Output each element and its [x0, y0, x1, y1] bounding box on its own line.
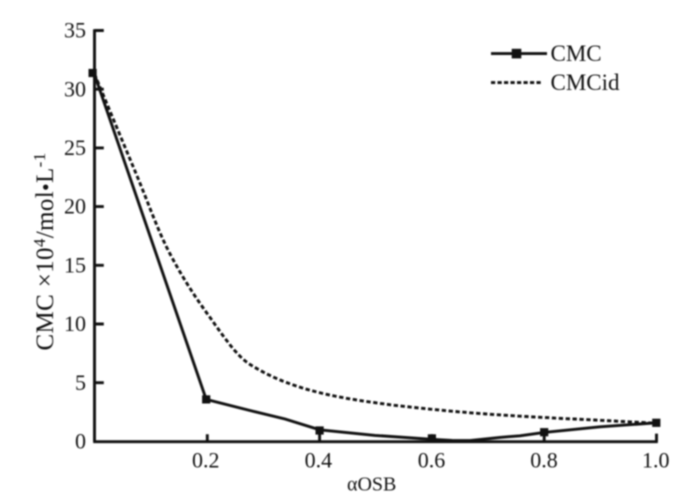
svg-text:0.8: 0.8	[530, 447, 558, 472]
svg-text:0.4: 0.4	[305, 447, 333, 472]
svg-text:CMC ×104/mol•L-1: CMC ×104/mol•L-1	[30, 152, 59, 350]
svg-text:1.0: 1.0	[642, 447, 670, 472]
svg-text:10: 10	[64, 311, 86, 336]
svg-text:0.6: 0.6	[418, 447, 446, 472]
svg-text:CMCid: CMCid	[551, 70, 621, 95]
svg-text:20: 20	[64, 194, 86, 219]
svg-text:30: 30	[64, 76, 86, 101]
svg-text:0: 0	[75, 429, 86, 454]
svg-text:25: 25	[64, 135, 86, 160]
svg-text:5: 5	[75, 370, 86, 395]
svg-text:15: 15	[64, 252, 86, 277]
svg-text:CMC: CMC	[551, 41, 602, 66]
svg-text:0.2: 0.2	[192, 447, 220, 472]
svg-text:35: 35	[64, 18, 86, 43]
svg-text:αOSB: αOSB	[347, 473, 396, 495]
